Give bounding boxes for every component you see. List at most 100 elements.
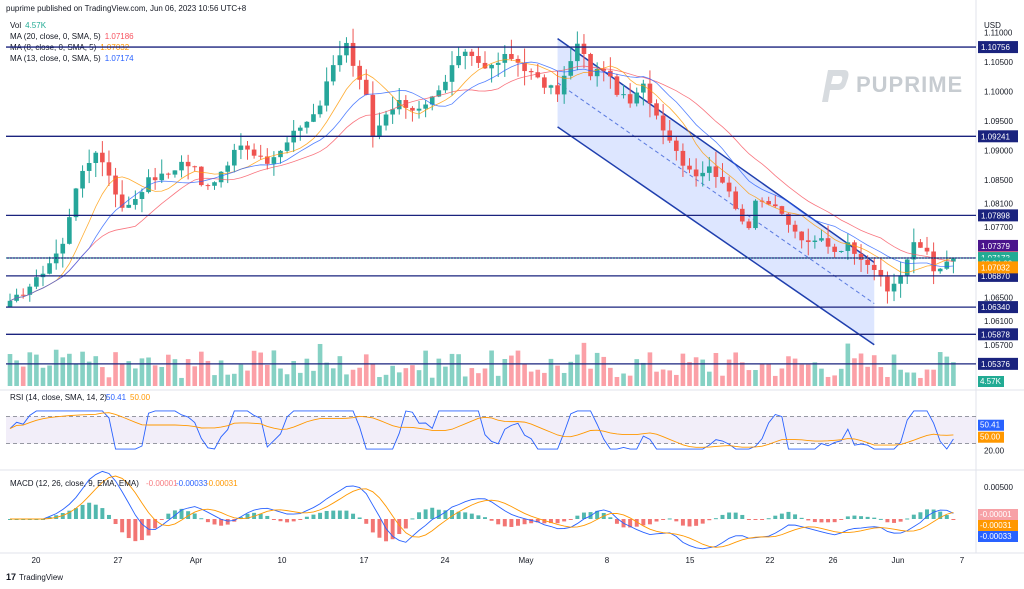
volume-bar	[502, 359, 508, 386]
macd-histogram-bar	[120, 519, 125, 533]
macd-signal-line	[10, 475, 954, 548]
price-tick-label: 1.06100	[984, 317, 1013, 326]
volume-bar	[47, 365, 52, 386]
volume-bar	[297, 372, 303, 386]
candle-body	[918, 242, 923, 248]
volume-bar	[126, 361, 132, 386]
candle-body	[60, 243, 66, 254]
macd-histogram-bar	[568, 519, 573, 520]
macd-histogram-bar	[707, 519, 712, 521]
ma13-line	[9, 61, 954, 302]
macd-histogram-bar	[100, 508, 105, 519]
macd-histogram-bar	[502, 519, 507, 527]
candle-body	[73, 188, 79, 218]
macd-value-tag	[978, 520, 1018, 531]
volume-bar	[396, 372, 402, 386]
macd-histogram-bar	[489, 519, 494, 521]
volume-bar	[258, 352, 264, 386]
macd-histogram-bar	[885, 519, 890, 523]
volume-bar	[647, 352, 653, 386]
candle-body	[825, 238, 831, 247]
candle-body	[100, 152, 105, 163]
volume-bar	[871, 355, 877, 386]
candle-body	[429, 96, 435, 105]
candle-body	[284, 142, 290, 151]
macd-histogram-bar	[746, 519, 751, 520]
volume-bar	[330, 368, 336, 386]
volume-bar	[911, 372, 917, 386]
volume-bar	[403, 368, 409, 386]
level-price-label: 1.06870	[981, 272, 1010, 281]
macd-histogram-bar	[73, 508, 78, 519]
volume-bar	[746, 370, 752, 386]
candle-body	[674, 140, 679, 151]
macd-histogram-bar	[87, 502, 92, 519]
macd-histogram-bar	[192, 513, 197, 519]
macd-legend-macd: -0.00033	[176, 479, 208, 488]
volume-bar	[429, 377, 435, 386]
macd-histogram-bar	[799, 517, 804, 519]
candle-body	[720, 176, 725, 183]
candle-body	[634, 92, 640, 104]
volume-bar	[53, 349, 59, 386]
macd-legend-label: MACD (12, 26, close, 9, EMA, EMA)	[10, 479, 139, 488]
volume-bar	[898, 369, 903, 386]
legend-vol[interactable]: Vol 4.57K	[10, 20, 46, 31]
macd-histogram-bar	[172, 510, 177, 519]
macd-histogram-bar	[832, 519, 837, 523]
ma8-line	[9, 59, 954, 302]
candle-body	[410, 107, 415, 111]
candle-body	[67, 217, 72, 244]
volume-bar	[383, 374, 389, 386]
candle-body	[581, 43, 587, 55]
volume-bar	[878, 367, 884, 386]
macd-histogram-bar	[700, 519, 705, 524]
macd-histogram-bar	[680, 519, 685, 526]
candle-body	[482, 62, 488, 69]
volume-bar	[317, 343, 323, 386]
price-tag	[978, 239, 1018, 252]
macd-histogram-bar	[351, 513, 356, 519]
candle-body	[706, 166, 712, 173]
tradingview-footer[interactable]: 17 TradingView	[6, 572, 63, 582]
volume-bar	[73, 364, 79, 386]
macd-histogram-bar	[318, 512, 323, 519]
tradingview-logo-icon: 17	[6, 572, 17, 582]
volume-bar	[495, 375, 501, 386]
candle-body	[199, 166, 204, 186]
volume-bar	[238, 364, 244, 386]
macd-histogram-bar	[238, 517, 243, 519]
volume-tag	[978, 376, 1004, 387]
legend-ma13[interactable]: MA (13, close, 0, SMA, 5) 1.07174	[10, 53, 134, 64]
volume-bar	[852, 358, 857, 386]
volume-bar	[119, 363, 125, 386]
macd-histogram-bar	[436, 509, 441, 519]
volume-bar	[772, 375, 778, 386]
macd-legend-hist: -0.00001	[146, 479, 178, 488]
macd-histogram-bar	[291, 519, 296, 522]
candle-body	[575, 43, 580, 62]
date-axis-label: 7	[960, 556, 965, 565]
rsi-value-tag	[978, 419, 1004, 431]
volume-bar	[166, 354, 171, 386]
candle-body	[898, 275, 903, 284]
volume-bar	[489, 350, 494, 386]
volume-bar	[410, 365, 415, 386]
channel-fill	[557, 38, 875, 345]
macd-histogram-bar	[159, 519, 164, 520]
volume-bar	[462, 376, 468, 386]
macd-histogram-bar	[951, 519, 956, 520]
macd-histogram-bar	[806, 519, 811, 521]
date-axis-label: 24	[441, 556, 450, 565]
legend-ma20[interactable]: MA (20, close, 0, SMA, 5) 1.07186	[10, 31, 134, 42]
candle-body	[34, 277, 39, 287]
candle-body	[931, 251, 936, 272]
date-axis-label: 17	[360, 556, 369, 565]
macd-histogram-bar	[377, 519, 382, 538]
macd-histogram-bar	[872, 517, 877, 519]
volume-bar	[67, 353, 72, 386]
candle-body	[594, 69, 600, 77]
volume-bar	[205, 360, 211, 386]
macd-histogram-bar	[126, 519, 131, 539]
